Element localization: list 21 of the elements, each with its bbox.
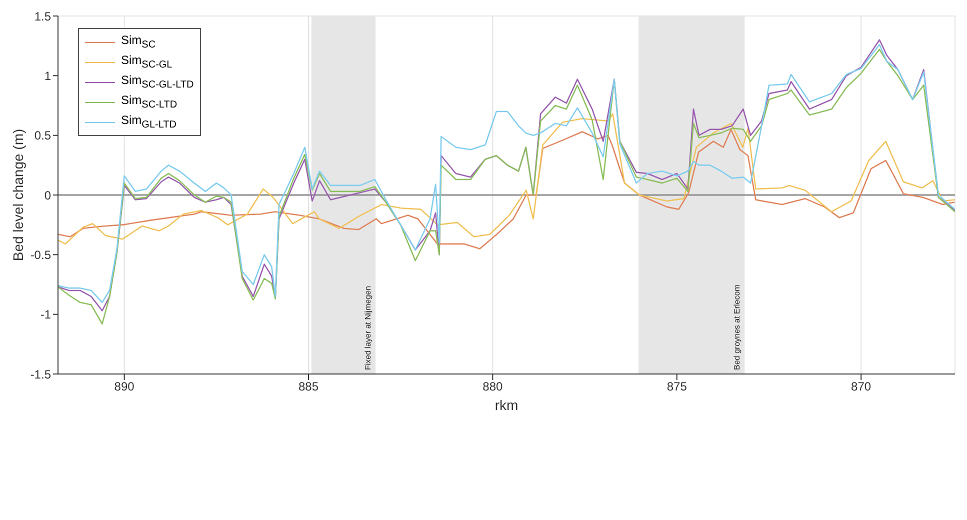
x-tick-label: 885 xyxy=(298,380,319,394)
y-tick-label: -1 xyxy=(40,308,52,322)
x-tick-label: 875 xyxy=(666,380,688,394)
x-tick-label: 890 xyxy=(114,380,135,394)
y-tick-label: 1.5 xyxy=(34,9,52,24)
legend-label: Sim$_{SC-LTD}$ xyxy=(121,93,178,111)
x-tick-label: 880 xyxy=(482,380,504,394)
y-axis-title: Bed level change (m) xyxy=(10,128,26,262)
y-tick-label: -1.5 xyxy=(30,367,52,382)
legend-label: Sim$_{SC-GL}$ xyxy=(121,53,172,71)
y-tick-label: -0.5 xyxy=(30,248,52,262)
x-axis-title: rkm xyxy=(494,397,518,413)
y-tick-label: 1 xyxy=(44,68,52,83)
band-label: Bed groynes at Erlecom xyxy=(732,284,742,370)
legend-label: Sim$_{SC-GL-LTD}$ xyxy=(121,73,194,91)
x-tick-label: 870 xyxy=(851,380,872,394)
band-label: Fixed layer at Nijmegen xyxy=(364,286,373,370)
legend-label: Sim$_{SC}$ xyxy=(121,33,156,51)
y-tick-label: 0.5 xyxy=(34,128,52,143)
y-tick-label: 0 xyxy=(44,188,52,202)
legend-label: Sim$_{GL-LTD}$ xyxy=(121,113,176,131)
